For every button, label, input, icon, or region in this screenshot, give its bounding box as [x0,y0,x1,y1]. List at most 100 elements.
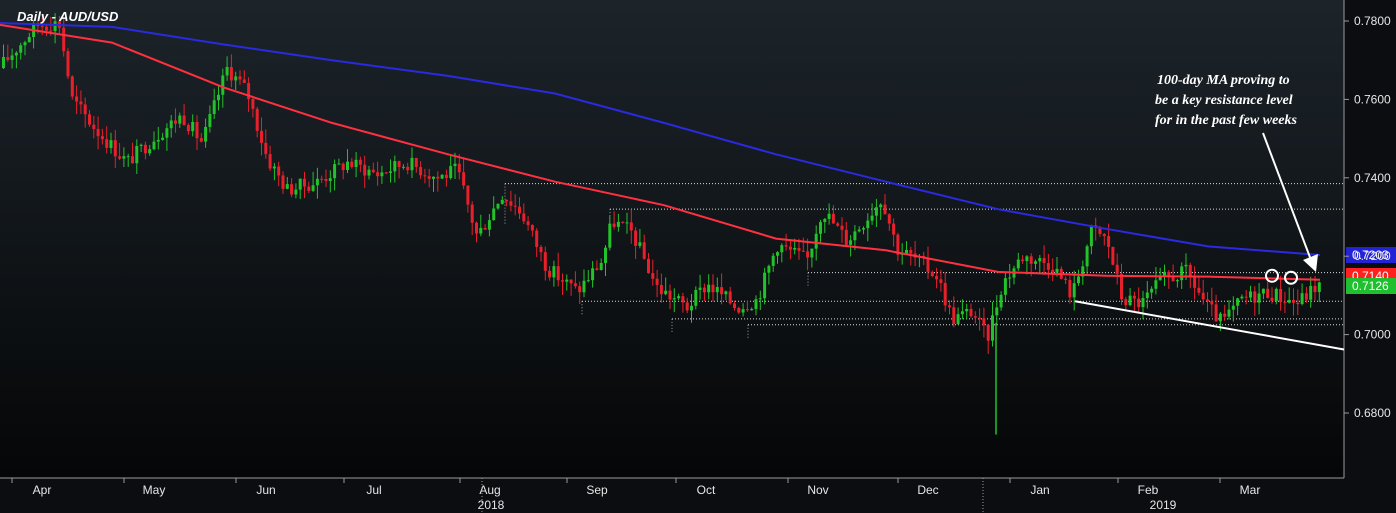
candle-body [83,104,87,115]
candle-body [595,268,599,270]
candle-body [333,164,337,179]
candle-body [862,228,865,230]
candle-body [307,186,311,191]
candle-body [707,284,711,293]
candle-body [604,247,607,263]
candle-body [367,169,371,176]
candle-body [238,76,242,80]
candle-body [1163,271,1166,277]
candle-body [728,291,732,304]
candle-body [1055,268,1059,273]
candle-body [131,156,134,164]
y-tick-label: 0.7600 [1354,92,1391,106]
candle-body [1025,256,1029,262]
candle-body [591,268,595,281]
candle-body [518,206,521,214]
candle-body [169,120,173,129]
candle-body [767,265,771,273]
candle-body [1201,292,1205,300]
candle-body [410,157,414,171]
y-tick-label: 0.7000 [1354,328,1391,342]
candle-body [565,279,569,282]
candle-body [1038,258,1042,262]
candle-body [1193,275,1197,288]
candle-body [1072,283,1076,298]
candle-body [393,161,397,172]
candle-body [1236,298,1240,306]
candle-body [694,289,698,306]
candle-body [754,299,758,309]
candle-body [548,270,552,278]
candle-body [509,201,513,206]
x-tick-label: Jan [1030,483,1049,497]
candle-body [1300,293,1304,305]
candle-body [733,303,736,309]
candle-body [423,175,427,177]
candle-body [1175,280,1179,282]
x-tick-label: Feb [1138,483,1159,497]
candle-body [685,302,689,311]
candle-body [320,178,324,180]
candle-body [1081,266,1085,277]
candle-body [870,215,874,221]
candle-body [672,298,676,300]
candle-body [440,174,444,179]
candle-body [569,279,573,284]
candle-body [513,205,517,207]
price-label-box [1346,247,1396,263]
time-axis-background [0,478,1344,513]
candle-body [212,100,216,114]
candle-body [879,204,883,208]
candle-body [664,290,668,295]
candle-body [174,120,177,124]
candle-body [655,278,659,285]
candle-body [165,128,169,138]
candle-body [561,280,564,282]
candle-body [122,156,126,159]
candle-body [384,172,388,174]
x-tick-label: Dec [917,483,938,497]
candle-body [483,227,487,230]
candle-body [1016,259,1020,269]
candle-body [573,283,577,287]
candle-body [14,52,18,56]
candle-body [27,36,31,43]
candle-body [943,282,947,306]
candle-body [260,130,263,143]
candle-body [1145,292,1149,299]
x-tick-label: Jun [256,483,275,497]
candle-body [1188,264,1192,276]
candle-body [698,287,702,290]
candle-body [432,176,435,179]
candle-body [823,218,827,223]
candle-body [1137,298,1141,308]
y-tick-label: 0.7400 [1354,171,1391,185]
candle-body [1150,288,1154,293]
candle-body [96,128,100,137]
candle-body [186,125,190,132]
ma-100-line [0,23,1321,281]
candle-body [100,136,104,140]
candle-body [1240,296,1244,299]
candle-body [281,175,285,189]
candle-body [479,227,483,234]
candle-body [956,314,960,325]
candle-body [1051,269,1055,273]
candle-body [49,30,53,32]
candle-body [844,229,848,245]
candle-body [178,115,182,124]
candle-body [522,213,526,222]
candle-body [268,154,272,169]
candle-body [195,121,199,139]
candle-body [1184,264,1188,267]
candle-body [690,305,693,311]
candle-body [857,229,861,232]
candle-body [221,75,225,95]
candle-body [290,184,294,195]
candle-body [414,157,418,168]
candle-body [453,163,457,167]
candle-body [315,178,319,186]
candle-body [819,222,822,234]
candle-body [758,298,762,300]
